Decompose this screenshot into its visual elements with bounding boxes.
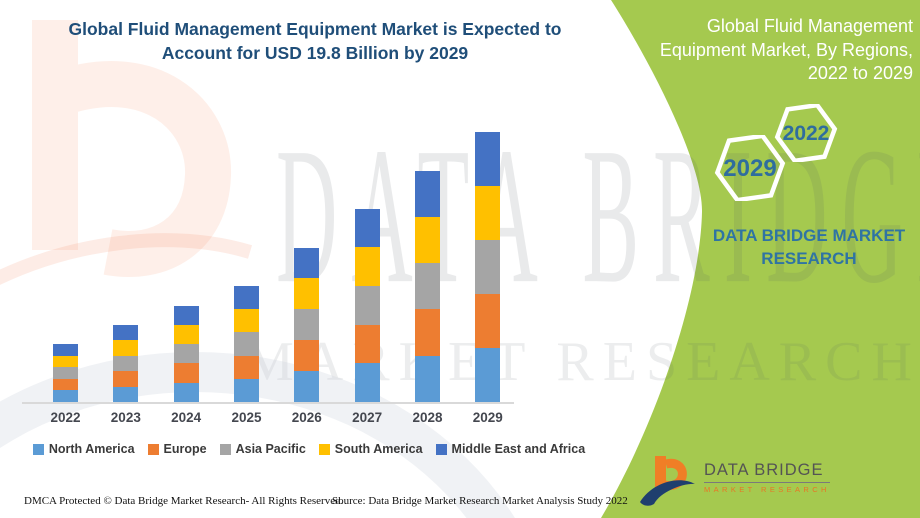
bar-segment-north-america <box>475 347 501 402</box>
bar-segment-europe <box>414 309 440 356</box>
databridge-logo: DATA BRIDGE MARKET RESEARCH <box>640 456 830 506</box>
x-label-2024: 2024 <box>171 410 202 425</box>
bar-segment-south-america <box>173 324 199 345</box>
bar-segment-south-america <box>354 247 380 286</box>
dmca-notice: DMCA Protected © Data Bridge Market Rese… <box>24 495 344 507</box>
bar-segment-asia-pacific <box>113 355 139 372</box>
hexagon-2029-label: 2029 <box>723 155 776 182</box>
bar-segment-middle-east-and-africa <box>173 305 199 325</box>
bar-2026 <box>294 247 320 402</box>
databridge-logo-icon <box>640 456 695 506</box>
x-label-2027: 2027 <box>352 410 383 425</box>
bar-segment-asia-pacific <box>173 344 199 364</box>
bar-segment-middle-east-and-africa <box>475 131 501 186</box>
x-label-2025: 2025 <box>231 410 262 425</box>
bar-segment-middle-east-and-africa <box>294 247 320 279</box>
bar-segment-south-america <box>53 355 78 368</box>
page-title: Global Fluid Management Equipment Market… <box>68 19 562 63</box>
bar-segment-europe <box>475 293 501 348</box>
legend-item-south-america: South America <box>318 442 423 456</box>
bar-segment-south-america <box>414 216 440 264</box>
x-axis-line <box>22 402 514 404</box>
bar-segment-north-america <box>53 390 78 402</box>
x-label-2028: 2028 <box>412 410 443 425</box>
bar-segment-europe <box>113 371 139 387</box>
legend-swatch-icon <box>318 443 330 455</box>
legend-swatch-icon <box>435 443 447 455</box>
x-label-2022: 2022 <box>50 410 81 425</box>
x-label-2029: 2029 <box>472 410 503 425</box>
side-panel-brand: DATA BRIDGE MARKET RESEARCH <box>712 226 906 268</box>
bar-segment-asia-pacific <box>354 285 380 325</box>
bar-segment-south-america <box>294 278 320 310</box>
bar-segment-asia-pacific <box>475 239 501 294</box>
legend-swatch-icon <box>219 443 231 455</box>
source-note: Source: Data Bridge Market Research Mark… <box>332 495 628 507</box>
legend-swatch-icon <box>32 443 44 455</box>
bar-segment-north-america <box>233 378 259 402</box>
bar-segment-north-america <box>173 382 199 402</box>
bar-segment-middle-east-and-africa <box>354 208 380 248</box>
bar-segment-south-america <box>233 309 259 333</box>
bar-segment-middle-east-and-africa <box>414 170 440 217</box>
x-label-2026: 2026 <box>291 410 322 425</box>
legend-item-middle-east-and-africa: Middle East and Africa <box>435 442 586 456</box>
legend-label: South America <box>334 442 423 456</box>
hexagon-2029: 2029 <box>714 135 786 201</box>
bar-segment-north-america <box>113 386 139 402</box>
bar-segment-europe <box>233 355 259 379</box>
logo-name: DATA BRIDGE <box>704 461 830 483</box>
bar-2025 <box>233 286 259 402</box>
hexagon-2022-label: 2022 <box>783 122 830 145</box>
hexagon-2022: 2022 <box>774 104 838 162</box>
bar-segment-asia-pacific <box>294 309 320 341</box>
bar-segment-asia-pacific <box>53 367 78 379</box>
side-panel-title: Global Fluid Management Equipment Market… <box>659 16 913 83</box>
legend-label: Europe <box>163 442 207 456</box>
bar-segment-north-america <box>414 355 440 402</box>
bar-segment-north-america <box>294 371 320 402</box>
x-label-2023: 2023 <box>110 410 141 425</box>
bar-2024 <box>173 305 199 402</box>
bar-segment-europe <box>53 378 78 391</box>
bar-2028 <box>414 170 440 402</box>
bar-segment-asia-pacific <box>414 263 440 310</box>
legend-label: North America <box>48 442 135 456</box>
bar-2022 <box>53 344 78 402</box>
bar-segment-asia-pacific <box>233 332 259 356</box>
bar-2029 <box>475 131 501 402</box>
bar-segment-south-america <box>113 340 139 356</box>
bar-segment-middle-east-and-africa <box>233 286 259 310</box>
bar-2027 <box>354 208 380 402</box>
bar-segment-north-america <box>354 363 380 402</box>
bar-segment-europe <box>354 324 380 364</box>
bar-segment-middle-east-and-africa <box>113 325 139 341</box>
logo-subname: MARKET RESEARCH <box>704 485 830 494</box>
bar-segment-europe <box>173 363 199 383</box>
legend-item-asia-pacific: Asia Pacific <box>219 442 306 456</box>
legend-swatch-icon <box>147 443 159 455</box>
legend-item-europe: Europe <box>147 442 207 456</box>
legend-item-north-america: North America <box>32 442 135 456</box>
bar-segment-middle-east-and-africa <box>53 344 78 356</box>
chart-legend: North America Europe Asia Pacific South Ame… <box>20 442 598 456</box>
bar-2023 <box>113 325 139 402</box>
legend-label: Middle East and Africa <box>451 442 586 456</box>
bar-segment-south-america <box>475 185 501 240</box>
legend-label: Asia Pacific <box>235 442 306 456</box>
bar-segment-europe <box>294 340 320 372</box>
